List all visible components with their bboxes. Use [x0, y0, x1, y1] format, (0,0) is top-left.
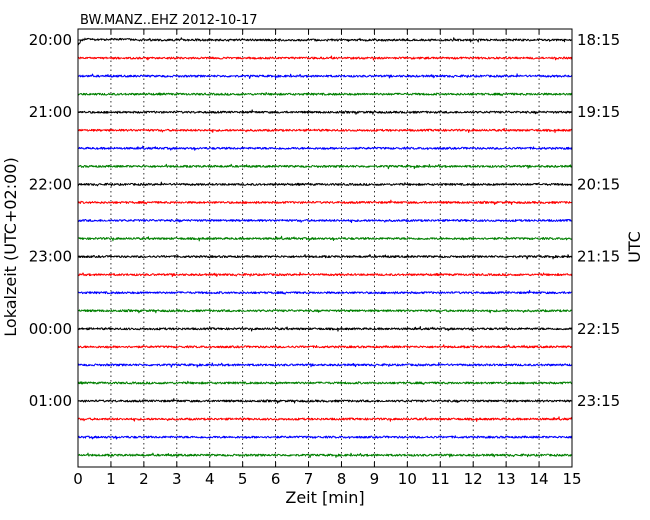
seismogram-trace — [77, 73, 573, 79]
left-time-label: 20:00 — [29, 31, 72, 49]
right-time-label: 21:15 — [577, 248, 620, 266]
seismogram-trace — [77, 435, 573, 440]
seismogram-trace — [77, 145, 573, 151]
x-tick-label: 10 — [398, 470, 417, 488]
seismogram-trace — [77, 235, 573, 242]
left-time-label: 22:00 — [29, 175, 72, 193]
seismogram-trace — [77, 416, 573, 422]
x-tick-label: 0 — [73, 470, 83, 488]
x-tick-label: 6 — [271, 470, 281, 488]
x-tick-label: 9 — [370, 470, 380, 488]
seismogram-trace — [77, 199, 573, 206]
y-axis-ticks: 20:00 18:15 21:00 19:15 22:00 20:15 23:00 21:15… — [29, 31, 620, 410]
chart-title: BW.MANZ..EHZ 2012-10-17 — [80, 13, 258, 28]
right-time-label: 22:15 — [577, 320, 620, 338]
x-tick-label: 5 — [238, 470, 248, 488]
right-y-axis-label: UTC — [625, 231, 644, 263]
left-time-label: 23:00 — [29, 248, 72, 266]
plot-frame — [77, 28, 573, 468]
x-tick-label: 7 — [304, 470, 314, 488]
seismogram-trace — [77, 398, 573, 404]
seismogram-trace — [77, 127, 573, 134]
x-tick-label: 4 — [205, 470, 215, 488]
seismogram-trace — [77, 91, 573, 97]
x-tick-label: 3 — [172, 470, 182, 488]
x-tick-label: 12 — [464, 470, 483, 488]
seismogram-trace — [77, 380, 573, 385]
x-axis-label: Zeit [min] — [285, 488, 364, 507]
right-time-label: 23:15 — [577, 392, 620, 410]
seismogram-trace — [77, 55, 573, 61]
seismogram-trace — [77, 452, 573, 458]
right-time-label: 19:15 — [577, 103, 620, 121]
x-tick-label: 14 — [530, 470, 549, 488]
seismogram-trace — [77, 326, 573, 332]
seismogram-trace — [77, 344, 573, 349]
seismogram-trace — [77, 163, 573, 170]
seismogram-trace — [77, 271, 573, 278]
seismogram-trace — [77, 218, 573, 224]
seismogram-trace — [77, 362, 573, 368]
seismogram-trace — [77, 254, 573, 260]
left-time-label: 00:00 — [29, 320, 72, 338]
x-tick-label: 1 — [106, 470, 116, 488]
x-tick-label: 8 — [337, 470, 347, 488]
x-tick-label: 13 — [497, 470, 516, 488]
left-time-label: 01:00 — [29, 392, 72, 410]
seismogram-trace — [77, 181, 573, 187]
vertical-grid — [110, 29, 540, 467]
seismogram-trace — [77, 289, 573, 295]
seismogram-traces — [77, 37, 573, 458]
right-time-label: 18:15 — [577, 31, 620, 49]
x-tick-label: 11 — [431, 470, 450, 488]
x-tick-label: 2 — [139, 470, 149, 488]
seismogram-trace — [77, 109, 573, 115]
seismogram-trace — [77, 37, 573, 46]
left-y-axis-label: Lokalzeit (UTC+02:00) — [1, 157, 20, 336]
seismogram-trace — [77, 308, 573, 314]
x-tick-label: 15 — [562, 470, 581, 488]
left-time-label: 21:00 — [29, 103, 72, 121]
x-axis-ticks: 0 1 2 3 4 5 6 7 8 9 10 11 12 13 14 15 — [73, 29, 582, 488]
right-time-label: 20:15 — [577, 175, 620, 193]
